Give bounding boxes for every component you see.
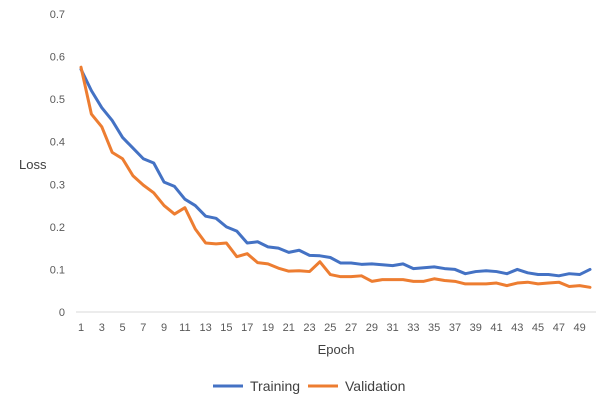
series-line-validation bbox=[79, 65, 592, 289]
legend-validation-label: Validation bbox=[345, 378, 405, 394]
x-tick-label: 41 bbox=[490, 322, 502, 334]
x-tick-label: 31 bbox=[387, 322, 399, 334]
x-tick-label: 47 bbox=[553, 322, 565, 334]
x-tick-label: 11 bbox=[179, 322, 190, 334]
x-tick-label: 21 bbox=[283, 322, 295, 334]
y-tick-label: 0 bbox=[59, 307, 65, 319]
x-tick-label: 25 bbox=[324, 322, 336, 334]
x-tick-labels: 1 3 5 7 9 11 13 15 17 19 21 23 25 27 29 31 33 35 37 39 41 43 4… bbox=[78, 322, 586, 334]
y-axis-title: Loss bbox=[19, 157, 47, 172]
legend-training-label: Training bbox=[250, 378, 300, 394]
x-tick-label: 1 bbox=[78, 322, 84, 334]
x-tick-label: 37 bbox=[449, 322, 461, 334]
x-tick-label: 19 bbox=[262, 322, 274, 334]
x-tick-label: 49 bbox=[573, 322, 585, 334]
x-tick-label: 29 bbox=[366, 322, 378, 334]
series-lines bbox=[79, 65, 592, 289]
x-tick-label: 5 bbox=[119, 322, 125, 334]
x-tick-label: 7 bbox=[140, 322, 146, 334]
legend: Training Validation bbox=[213, 378, 405, 394]
x-tick-label: 9 bbox=[161, 322, 167, 334]
y-tick-label: 0.3 bbox=[50, 179, 65, 191]
x-tick-label: 15 bbox=[220, 322, 232, 334]
y-tick-label: 0.2 bbox=[50, 222, 65, 234]
x-tick-label: 43 bbox=[511, 322, 523, 334]
y-tick-label: 0.5 bbox=[50, 94, 65, 106]
y-tick-label: 0.1 bbox=[50, 264, 65, 276]
y-tick-labels: 0 0.1 0.2 0.3 0.4 0.5 0.6 0.7 bbox=[50, 9, 65, 319]
x-tick-label: 33 bbox=[407, 322, 419, 334]
x-tick-label: 35 bbox=[428, 322, 440, 334]
x-tick-label: 27 bbox=[345, 322, 357, 334]
y-tick-label: 0.7 bbox=[50, 9, 65, 21]
y-tick-label: 0.6 bbox=[50, 52, 65, 64]
x-tick-label: 3 bbox=[99, 322, 105, 334]
x-tick-label: 39 bbox=[470, 322, 482, 334]
x-tick-label: 23 bbox=[303, 322, 315, 334]
x-tick-label: 45 bbox=[532, 322, 544, 334]
x-axis-title: Epoch bbox=[318, 342, 355, 357]
x-tick-label: 17 bbox=[241, 322, 253, 334]
series-line-training bbox=[79, 67, 592, 278]
y-tick-label: 0.4 bbox=[50, 137, 65, 149]
x-tick-label: 13 bbox=[200, 322, 212, 334]
